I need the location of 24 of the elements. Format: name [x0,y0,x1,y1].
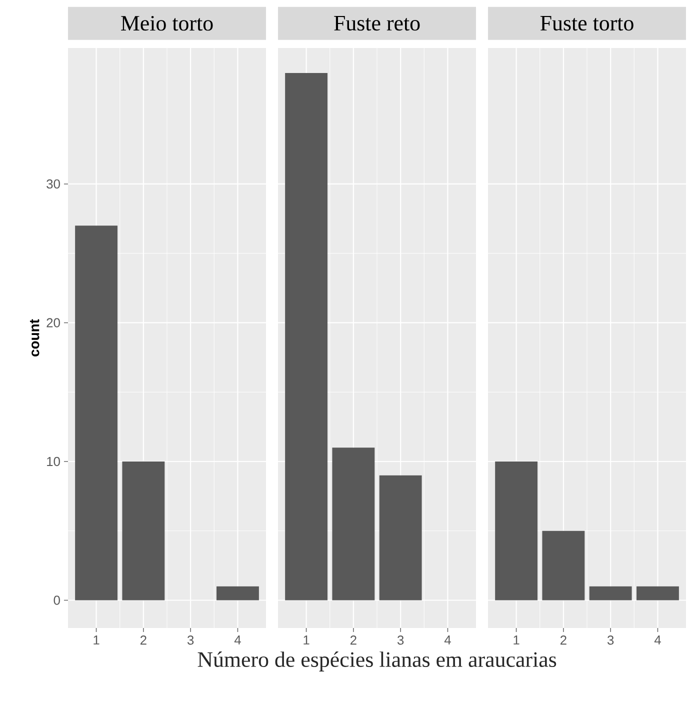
x-tick-label: 4 [234,636,241,644]
x-tick-label: 3 [397,636,404,645]
x-axis-title: Número de espécies lianas em araucarias [198,652,556,672]
y-axis-title: count [30,319,40,356]
chart-title: Fuste torto [540,16,634,31]
chart-title: Fuste reto [334,16,420,31]
y-tick-label: 20 [46,318,60,328]
bar [122,461,165,600]
bar [216,586,259,600]
x-tick-label: 2 [560,636,566,645]
x-tick-label: 3 [607,636,614,645]
x-tick-label: 4 [654,636,661,644]
y-tick-label: 0 [54,596,60,605]
x-tick-label: 1 [94,636,100,644]
x-tick-label: 1 [304,636,310,644]
y-tick-label: 10 [47,456,60,466]
x-tick-label: 2 [140,636,146,645]
x-tick-label: 2 [350,636,356,645]
x-tick-label: 4 [444,636,451,644]
y-tick-label: 30 [46,179,60,189]
chart-title: Meio torto [121,16,213,31]
x-tick-label: 3 [187,636,194,645]
bar [75,226,118,600]
x-tick-label: 1 [514,636,520,644]
